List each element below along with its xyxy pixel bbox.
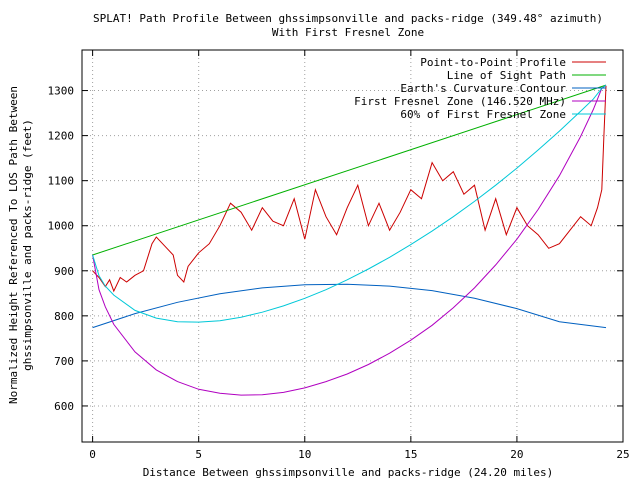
- y-axis-label-line2: ghssimpsonville and packs-ridge (feet): [21, 119, 34, 371]
- y-tick-label: 1300: [48, 85, 75, 98]
- series-line-3: [92, 84, 607, 396]
- x-tick-label: 20: [510, 448, 523, 461]
- y-tick-label: 1100: [48, 175, 75, 188]
- y-tick-label: 1200: [48, 130, 75, 143]
- legend-label-3: First Fresnel Zone (146.520 MHz): [354, 95, 566, 108]
- y-tick-label: 800: [54, 310, 74, 323]
- legend-label-0: Point-to-Point Profile: [420, 56, 566, 69]
- y-axis-label-line1: Normalized Height Referenced To LOS Path…: [7, 86, 20, 404]
- chart-subtitle: With First Fresnel Zone: [272, 26, 424, 39]
- series-line-4: [92, 84, 607, 323]
- series-line-0: [92, 85, 607, 293]
- y-tick-label: 700: [54, 355, 74, 368]
- y-tick-label: 600: [54, 400, 74, 413]
- y-tick-label: 1000: [48, 220, 75, 233]
- legend-label-2: Earth's Curvature Contour: [400, 82, 566, 95]
- x-tick-label: 0: [89, 448, 96, 461]
- legend-label-4: 60% of First Fresnel Zone: [400, 108, 566, 121]
- axis-ticks: 0 5 10 15 20 25 600 700 800 900 1000 1100 1200 1300: [48, 50, 630, 461]
- legend-label-1: Line of Sight Path: [447, 69, 566, 82]
- x-tick-label: 10: [298, 448, 311, 461]
- y-tick-label: 900: [54, 265, 74, 278]
- x-tick-label: 25: [616, 448, 629, 461]
- plot-series: [92, 84, 607, 396]
- plot-area-frame: [81, 49, 624, 443]
- series-line-2: [92, 283, 607, 329]
- x-axis-label: Distance Between ghssimpsonville and pac…: [143, 466, 554, 479]
- x-tick-label: 15: [404, 448, 417, 461]
- grid-lines: [82, 50, 623, 442]
- series-line-1: [92, 84, 607, 256]
- chart-title: SPLAT! Path Profile Between ghssimpsonvi…: [93, 12, 603, 25]
- x-tick-label: 5: [195, 448, 202, 461]
